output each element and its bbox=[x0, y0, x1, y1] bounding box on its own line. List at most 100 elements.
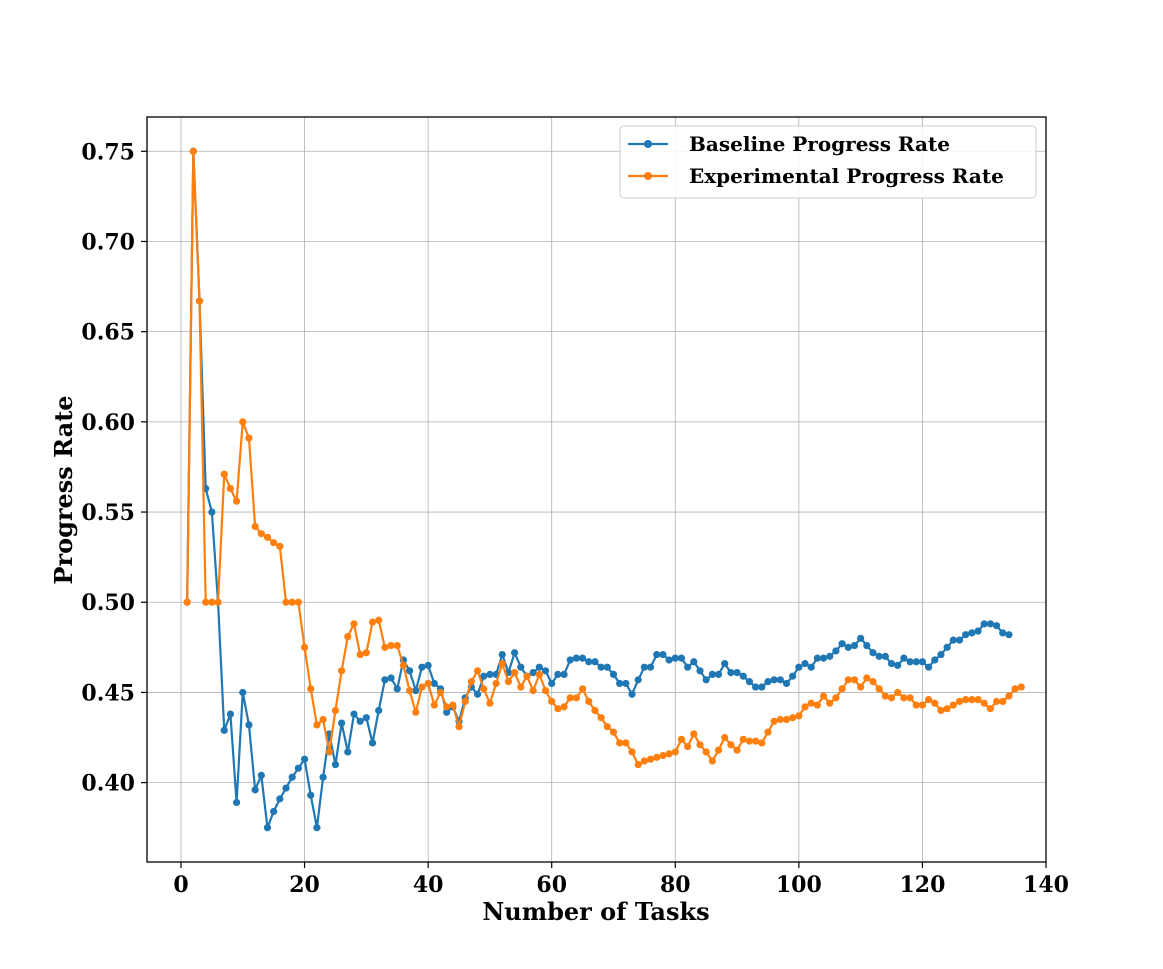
data-point-baseline bbox=[646, 663, 655, 671]
data-point-experimental bbox=[208, 598, 216, 606]
data-point-experimental bbox=[616, 739, 624, 747]
data-point-experimental bbox=[548, 697, 556, 706]
data-point-baseline bbox=[696, 667, 704, 675]
legend-marker-experimental bbox=[644, 172, 652, 180]
data-point-baseline bbox=[708, 670, 716, 679]
data-point-baseline bbox=[362, 714, 370, 722]
data-point-experimental bbox=[467, 678, 475, 686]
data-point-baseline bbox=[974, 627, 982, 635]
data-point-experimental bbox=[708, 757, 716, 765]
data-point-baseline bbox=[288, 773, 296, 781]
data-point-experimental bbox=[498, 659, 506, 668]
data-point-experimental bbox=[473, 667, 482, 675]
data-point-experimental bbox=[486, 699, 494, 707]
data-point-baseline bbox=[430, 679, 438, 688]
data-point-experimental bbox=[727, 741, 735, 749]
data-point-baseline bbox=[776, 676, 784, 684]
data-point-baseline bbox=[931, 656, 939, 664]
data-point-baseline bbox=[925, 663, 933, 671]
data-point-baseline bbox=[937, 650, 945, 659]
data-point-baseline bbox=[473, 690, 482, 698]
data-point-baseline bbox=[313, 824, 321, 832]
data-point-baseline bbox=[653, 650, 661, 659]
data-point-baseline bbox=[813, 654, 821, 662]
data-point-experimental bbox=[857, 683, 865, 691]
data-point-experimental bbox=[968, 696, 976, 704]
data-point-baseline bbox=[276, 795, 284, 803]
data-point-experimental bbox=[300, 643, 309, 651]
data-point-baseline bbox=[418, 663, 426, 671]
data-point-baseline bbox=[424, 661, 432, 669]
data-point-experimental bbox=[745, 737, 754, 745]
data-point-experimental bbox=[733, 746, 741, 754]
data-point-baseline bbox=[739, 672, 747, 680]
y-tick-label: 0.40 bbox=[81, 771, 135, 797]
data-point-experimental bbox=[492, 679, 500, 688]
data-point-experimental bbox=[813, 701, 821, 709]
data-point-experimental bbox=[560, 703, 568, 711]
x-tick-label: 80 bbox=[660, 872, 691, 898]
data-point-experimental bbox=[362, 649, 370, 657]
data-point-baseline bbox=[807, 663, 815, 671]
data-point-experimental bbox=[350, 620, 358, 628]
data-point-experimental bbox=[807, 699, 815, 707]
data-point-baseline bbox=[294, 764, 302, 772]
data-point-experimental bbox=[307, 685, 315, 693]
data-point-baseline bbox=[665, 656, 673, 664]
data-point-experimental bbox=[554, 705, 562, 713]
data-point-experimental bbox=[443, 703, 451, 711]
data-point-experimental bbox=[375, 616, 383, 624]
data-point-experimental bbox=[634, 760, 642, 769]
y-tick-label: 0.55 bbox=[81, 500, 135, 526]
data-point-experimental bbox=[523, 672, 531, 680]
data-point-experimental bbox=[949, 701, 957, 709]
data-point-baseline bbox=[350, 710, 358, 718]
data-point-baseline bbox=[609, 670, 618, 679]
data-point-experimental bbox=[418, 683, 426, 691]
data-point-baseline bbox=[875, 652, 883, 660]
data-point-experimental bbox=[603, 723, 611, 731]
data-point-experimental bbox=[344, 632, 352, 641]
data-point-baseline bbox=[226, 710, 235, 718]
data-point-experimental bbox=[875, 685, 883, 693]
data-point-baseline bbox=[992, 622, 1001, 630]
data-point-experimental bbox=[758, 739, 766, 747]
data-point-experimental bbox=[338, 667, 346, 675]
data-point-experimental bbox=[399, 661, 408, 669]
data-point-baseline bbox=[603, 663, 611, 671]
y-tick-label: 0.45 bbox=[81, 680, 135, 706]
data-point-baseline bbox=[764, 678, 772, 686]
data-point-baseline bbox=[832, 647, 840, 655]
data-point-baseline bbox=[616, 679, 624, 688]
data-point-baseline bbox=[850, 641, 859, 650]
data-point-experimental bbox=[585, 697, 593, 706]
data-point-experimental bbox=[455, 723, 463, 731]
data-point-baseline bbox=[628, 690, 636, 698]
data-point-experimental bbox=[480, 685, 488, 693]
data-point-baseline bbox=[918, 658, 927, 666]
data-point-experimental bbox=[597, 714, 605, 722]
data-point-experimental bbox=[535, 670, 543, 679]
data-point-experimental bbox=[461, 697, 469, 706]
data-point-experimental bbox=[962, 696, 970, 704]
data-point-baseline bbox=[486, 670, 494, 679]
data-point-experimental bbox=[900, 694, 908, 702]
data-point-baseline bbox=[912, 658, 920, 666]
data-point-baseline bbox=[826, 652, 834, 660]
data-point-baseline bbox=[412, 687, 420, 695]
data-point-baseline bbox=[863, 641, 871, 650]
data-point-experimental bbox=[313, 721, 321, 729]
data-point-baseline bbox=[443, 708, 451, 716]
data-point-experimental bbox=[702, 748, 710, 756]
data-point-baseline bbox=[597, 663, 605, 671]
data-point-experimental bbox=[356, 650, 364, 659]
data-point-experimental bbox=[844, 676, 852, 684]
data-point-experimental bbox=[251, 522, 259, 531]
data-point-baseline bbox=[251, 786, 259, 794]
data-point-experimental bbox=[795, 712, 803, 720]
data-point-experimental bbox=[622, 739, 630, 747]
data-point-baseline bbox=[962, 631, 970, 639]
data-point-experimental bbox=[189, 147, 197, 155]
data-point-experimental bbox=[943, 705, 951, 713]
data-point-experimental bbox=[214, 598, 222, 606]
